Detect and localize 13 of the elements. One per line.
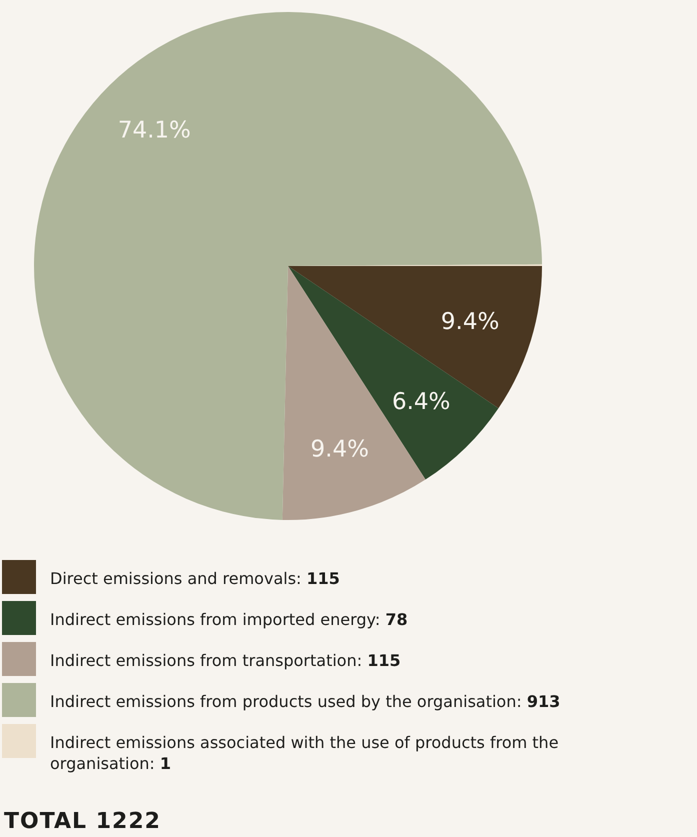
data-label: 6.4% — [392, 389, 450, 416]
text: TOTAL 1222 — [4, 809, 161, 834]
legend-label: Direct emissions and removals: 115 — [50, 569, 340, 588]
legend-label: Indirect emissions from transportation: 115 — [50, 651, 401, 670]
data-label: 9.4% — [310, 436, 369, 462]
pie-slice — [34, 12, 542, 520]
pie-slice — [288, 266, 498, 480]
pie-slice — [288, 266, 542, 408]
legend-label: Indirect emissions associated with the use of products from the organisation: 1 — [50, 733, 559, 773]
legend-label: Indirect emissions from imported energy: 78 — [50, 610, 408, 629]
legend-label: Indirect emissions from products used by the organisation: 913 — [50, 692, 560, 711]
data-label: 9.4% — [440, 308, 500, 335]
data-label: 74.1% — [118, 117, 191, 144]
